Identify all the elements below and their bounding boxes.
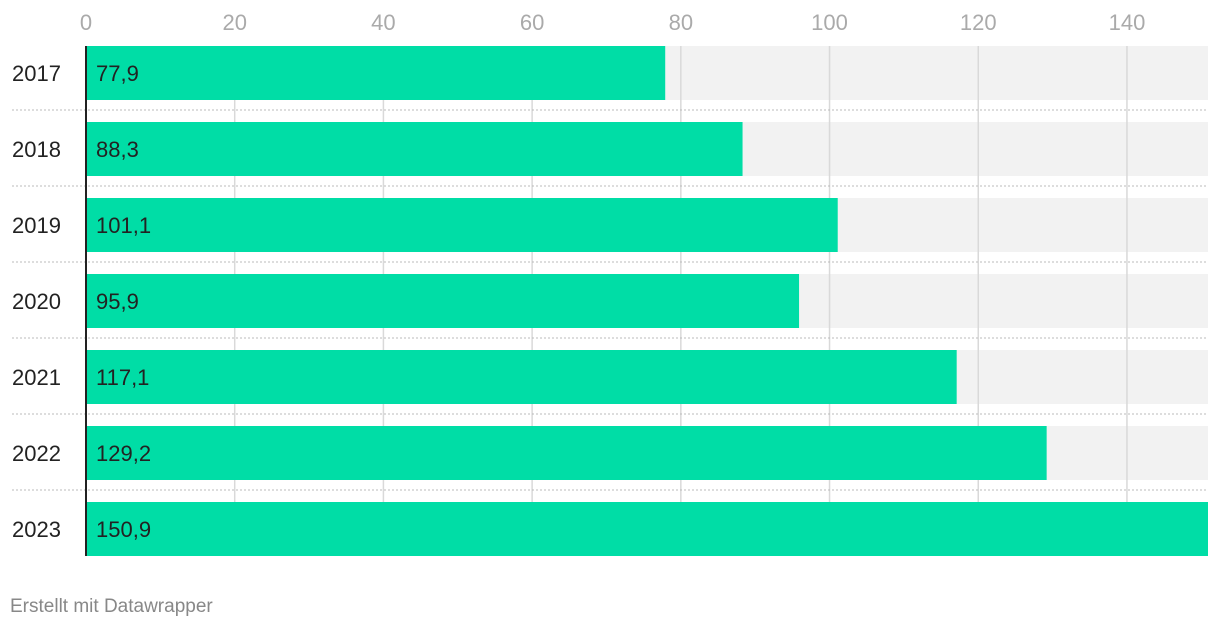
bar bbox=[86, 426, 1047, 480]
category-labels: 2017 2018 2019 2020 2021 2022 2023 bbox=[12, 61, 61, 542]
category-label: 2019 bbox=[12, 213, 61, 238]
value-label: 88,3 bbox=[96, 137, 139, 162]
value-label: 77,9 bbox=[96, 61, 139, 86]
bar bbox=[86, 502, 1208, 556]
bar bbox=[86, 198, 838, 252]
bars bbox=[86, 46, 1208, 556]
x-tick-label: 0 bbox=[80, 10, 92, 35]
category-label: 2020 bbox=[12, 289, 61, 314]
bar-chart: 0 20 40 60 80 100 120 140 77,9 88,3 101,1 95,9 117,… bbox=[12, 10, 1208, 556]
x-tick-label: 20 bbox=[222, 10, 246, 35]
x-tick-label: 100 bbox=[811, 10, 848, 35]
x-axis-ticks: 0 20 40 60 80 100 120 140 bbox=[80, 10, 1145, 35]
bar bbox=[86, 122, 743, 176]
category-label: 2021 bbox=[12, 365, 61, 390]
x-tick-label: 80 bbox=[669, 10, 693, 35]
footer-credit: Erstellt mit Datawrapper bbox=[10, 596, 213, 617]
value-label: 117,1 bbox=[96, 365, 149, 390]
value-labels: 77,9 88,3 101,1 95,9 117,1 129,2 150,9 bbox=[96, 61, 151, 542]
bar bbox=[86, 274, 800, 328]
category-label: 2017 bbox=[12, 61, 61, 86]
category-label: 2018 bbox=[12, 137, 61, 162]
category-label: 2023 bbox=[12, 517, 61, 542]
value-label: 95,9 bbox=[96, 289, 139, 314]
value-label: 101,1 bbox=[96, 213, 151, 238]
bar bbox=[86, 350, 957, 404]
value-label: 150,9 bbox=[96, 517, 151, 542]
value-label: 129,2 bbox=[96, 441, 151, 466]
row-separators bbox=[12, 109, 1208, 491]
x-tick-label: 40 bbox=[371, 10, 395, 35]
x-tick-label: 60 bbox=[520, 10, 544, 35]
x-tick-label: 120 bbox=[960, 10, 997, 35]
category-label: 2022 bbox=[12, 441, 61, 466]
bar bbox=[86, 46, 666, 100]
x-tick-label: 140 bbox=[1109, 10, 1146, 35]
